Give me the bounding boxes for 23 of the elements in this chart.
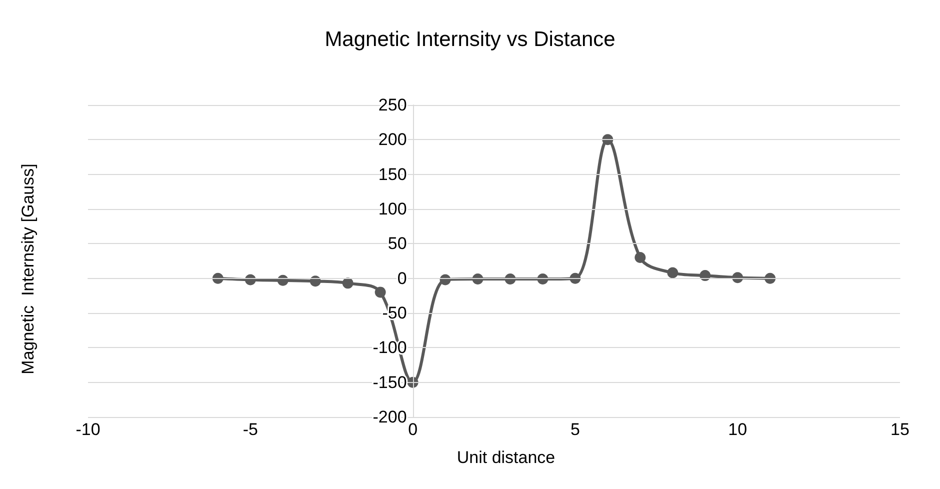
x-tick-label: -10	[76, 420, 100, 439]
x-tick-label: 15	[890, 420, 910, 439]
x-axis-title: Unit distance	[456, 448, 556, 467]
y-tick-label: -150	[372, 372, 407, 392]
point	[374, 286, 386, 298]
y-tick-label: -100	[372, 338, 407, 358]
y-axis-title: Magnetic Internsity [Gauss]	[18, 164, 38, 374]
y-tick-label: 150	[378, 164, 407, 184]
x-tick-label: -5	[242, 420, 258, 439]
chart-title: Magnetic Internsity vs Distance	[324, 28, 616, 51]
point	[634, 252, 646, 264]
y-tick-label: 250	[378, 96, 407, 114]
y-tick-label: 0	[397, 268, 407, 288]
point	[667, 267, 678, 278]
y-tick-label: -200	[372, 408, 407, 426]
x-tick-label: 5	[570, 420, 580, 439]
point	[700, 270, 711, 282]
point	[342, 278, 354, 289]
y-tick-label: 200	[378, 130, 407, 150]
y-tick-label: 100	[378, 200, 407, 218]
y-tick-label: -50	[382, 304, 407, 322]
x-tick-label: 10	[728, 420, 748, 439]
y-tick-label: 50	[388, 234, 407, 254]
